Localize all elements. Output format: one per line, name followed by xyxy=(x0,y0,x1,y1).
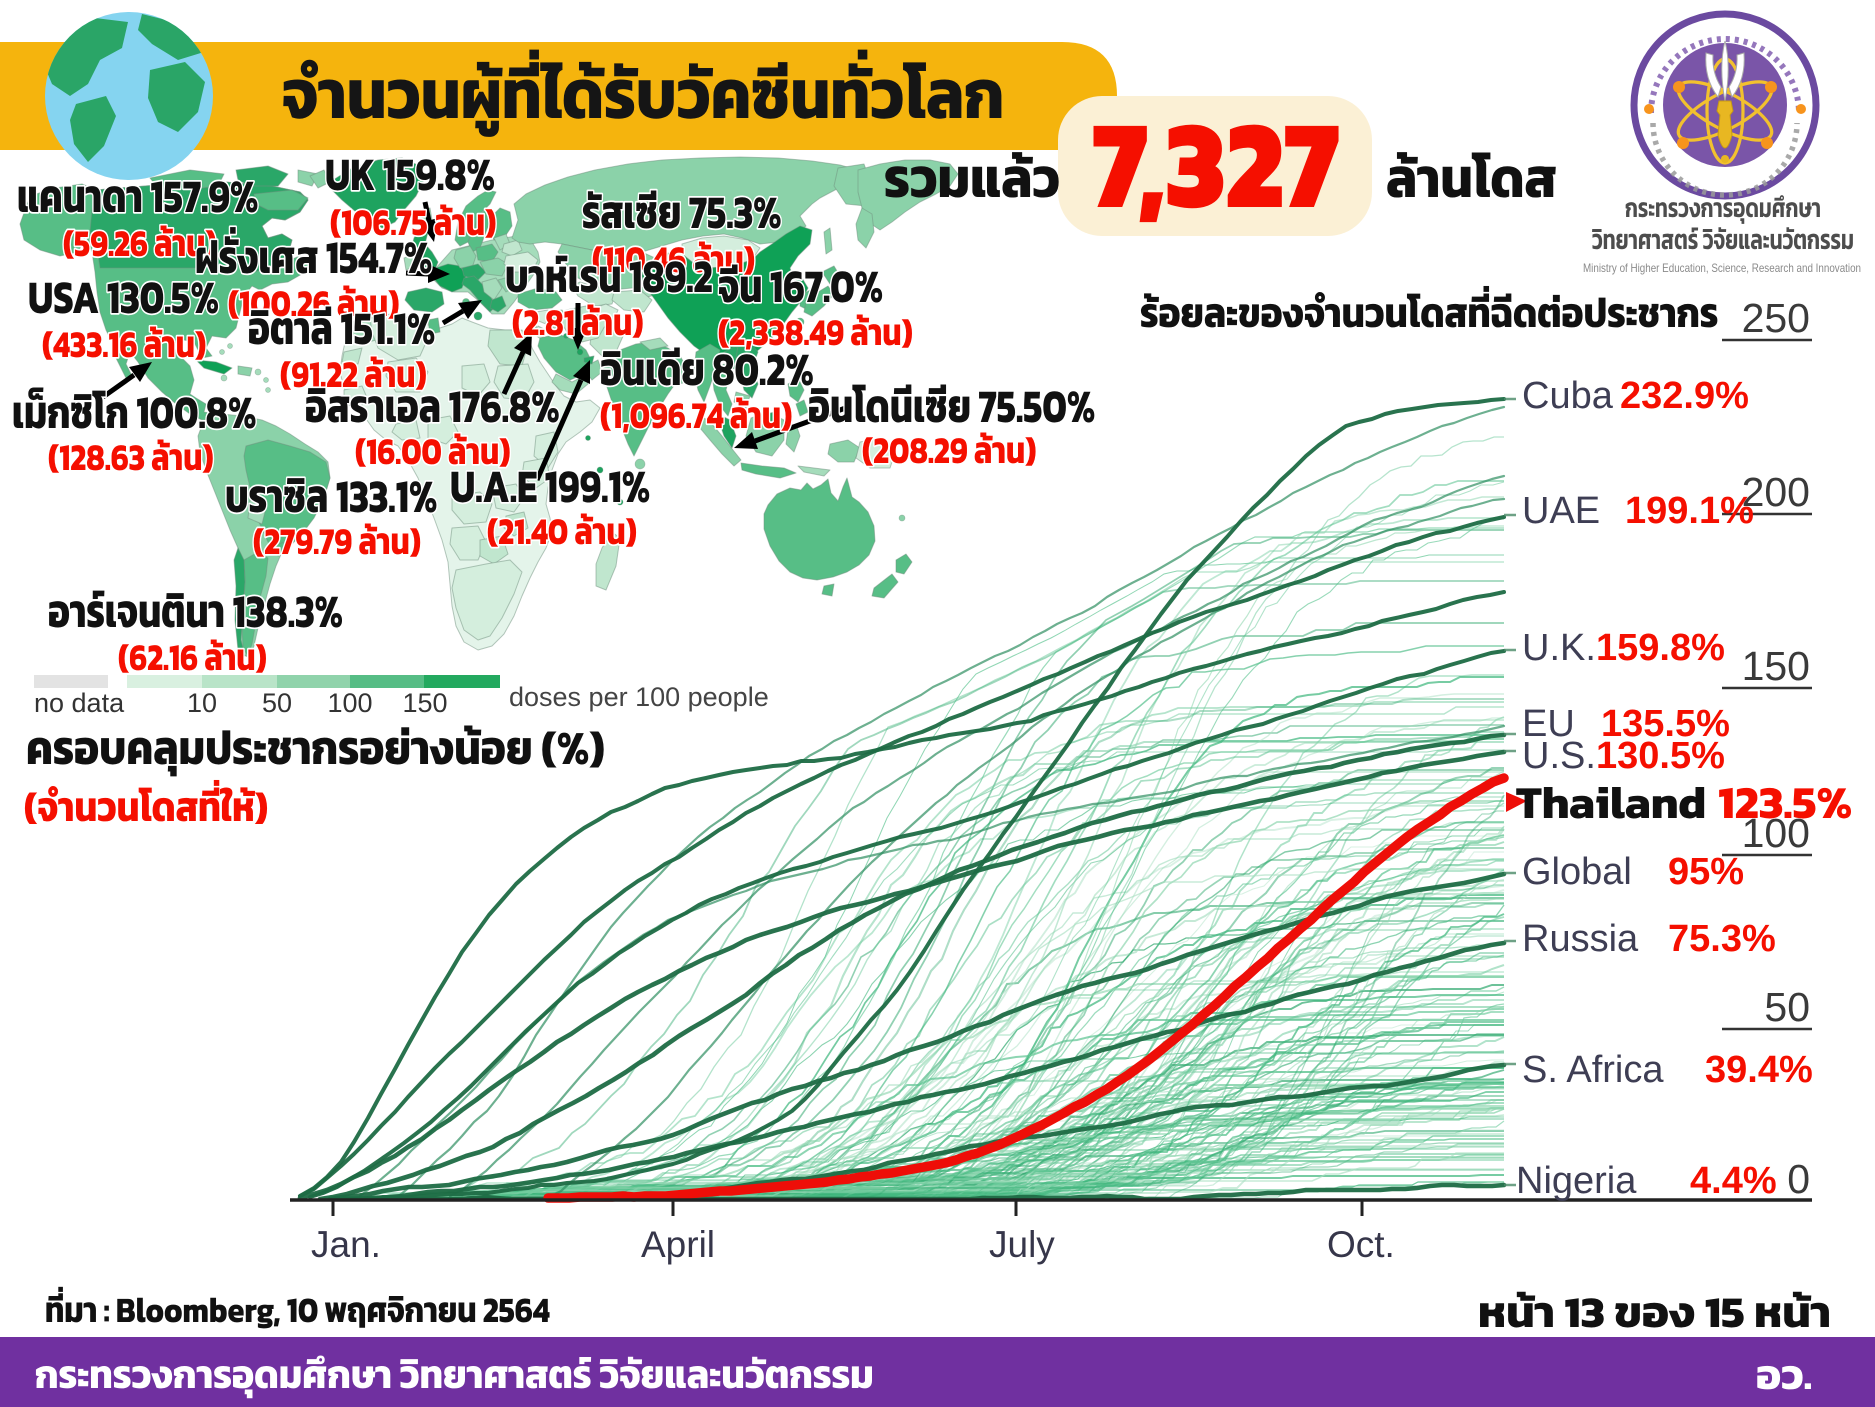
svg-text:232.9%: 232.9% xyxy=(1620,375,1749,417)
svg-text:UAE: UAE xyxy=(1522,490,1600,532)
svg-text:200: 200 xyxy=(1742,469,1810,515)
svg-text:130.5%: 130.5% xyxy=(1596,735,1725,777)
svg-text:EU: EU xyxy=(1522,703,1575,745)
svg-text:Nigeria: Nigeria xyxy=(1516,1160,1637,1202)
svg-text:10: 10 xyxy=(187,688,217,718)
svg-text:150: 150 xyxy=(1742,643,1810,689)
svg-text:Cuba: Cuba xyxy=(1522,375,1614,417)
svg-text:Ministry of Higher Education,: Ministry of Higher Education, Science, R… xyxy=(1583,261,1861,275)
svg-text:no data: no data xyxy=(34,688,125,718)
svg-text:199.1%: 199.1% xyxy=(1625,490,1754,532)
svg-text:doses per 100 people: doses per 100 people xyxy=(509,682,769,712)
svg-text:Russia: Russia xyxy=(1522,918,1639,960)
svg-text:Global: Global xyxy=(1522,851,1632,893)
svg-text:50: 50 xyxy=(262,688,292,718)
svg-text:75.3%: 75.3% xyxy=(1668,918,1776,960)
svg-text:100: 100 xyxy=(327,688,372,718)
svg-text:July: July xyxy=(989,1224,1055,1265)
svg-text:135.5%: 135.5% xyxy=(1601,703,1730,745)
svg-text:39.4%: 39.4% xyxy=(1705,1049,1813,1091)
svg-text:U.S.: U.S. xyxy=(1522,735,1596,777)
svg-text:159.8%: 159.8% xyxy=(1596,627,1725,669)
svg-text:Oct.: Oct. xyxy=(1327,1224,1395,1265)
svg-text:250: 250 xyxy=(1742,295,1810,341)
svg-text:U.K.: U.K. xyxy=(1522,627,1596,669)
svg-text:April: April xyxy=(641,1224,715,1265)
svg-text:S. Africa: S. Africa xyxy=(1522,1049,1664,1091)
svg-text:0: 0 xyxy=(1787,1156,1810,1202)
svg-text:Jan.: Jan. xyxy=(311,1224,381,1265)
svg-text:95%: 95% xyxy=(1668,851,1744,893)
svg-text:50: 50 xyxy=(1764,984,1810,1030)
svg-text:150: 150 xyxy=(402,688,447,718)
svg-text:4.4%: 4.4% xyxy=(1690,1160,1777,1202)
